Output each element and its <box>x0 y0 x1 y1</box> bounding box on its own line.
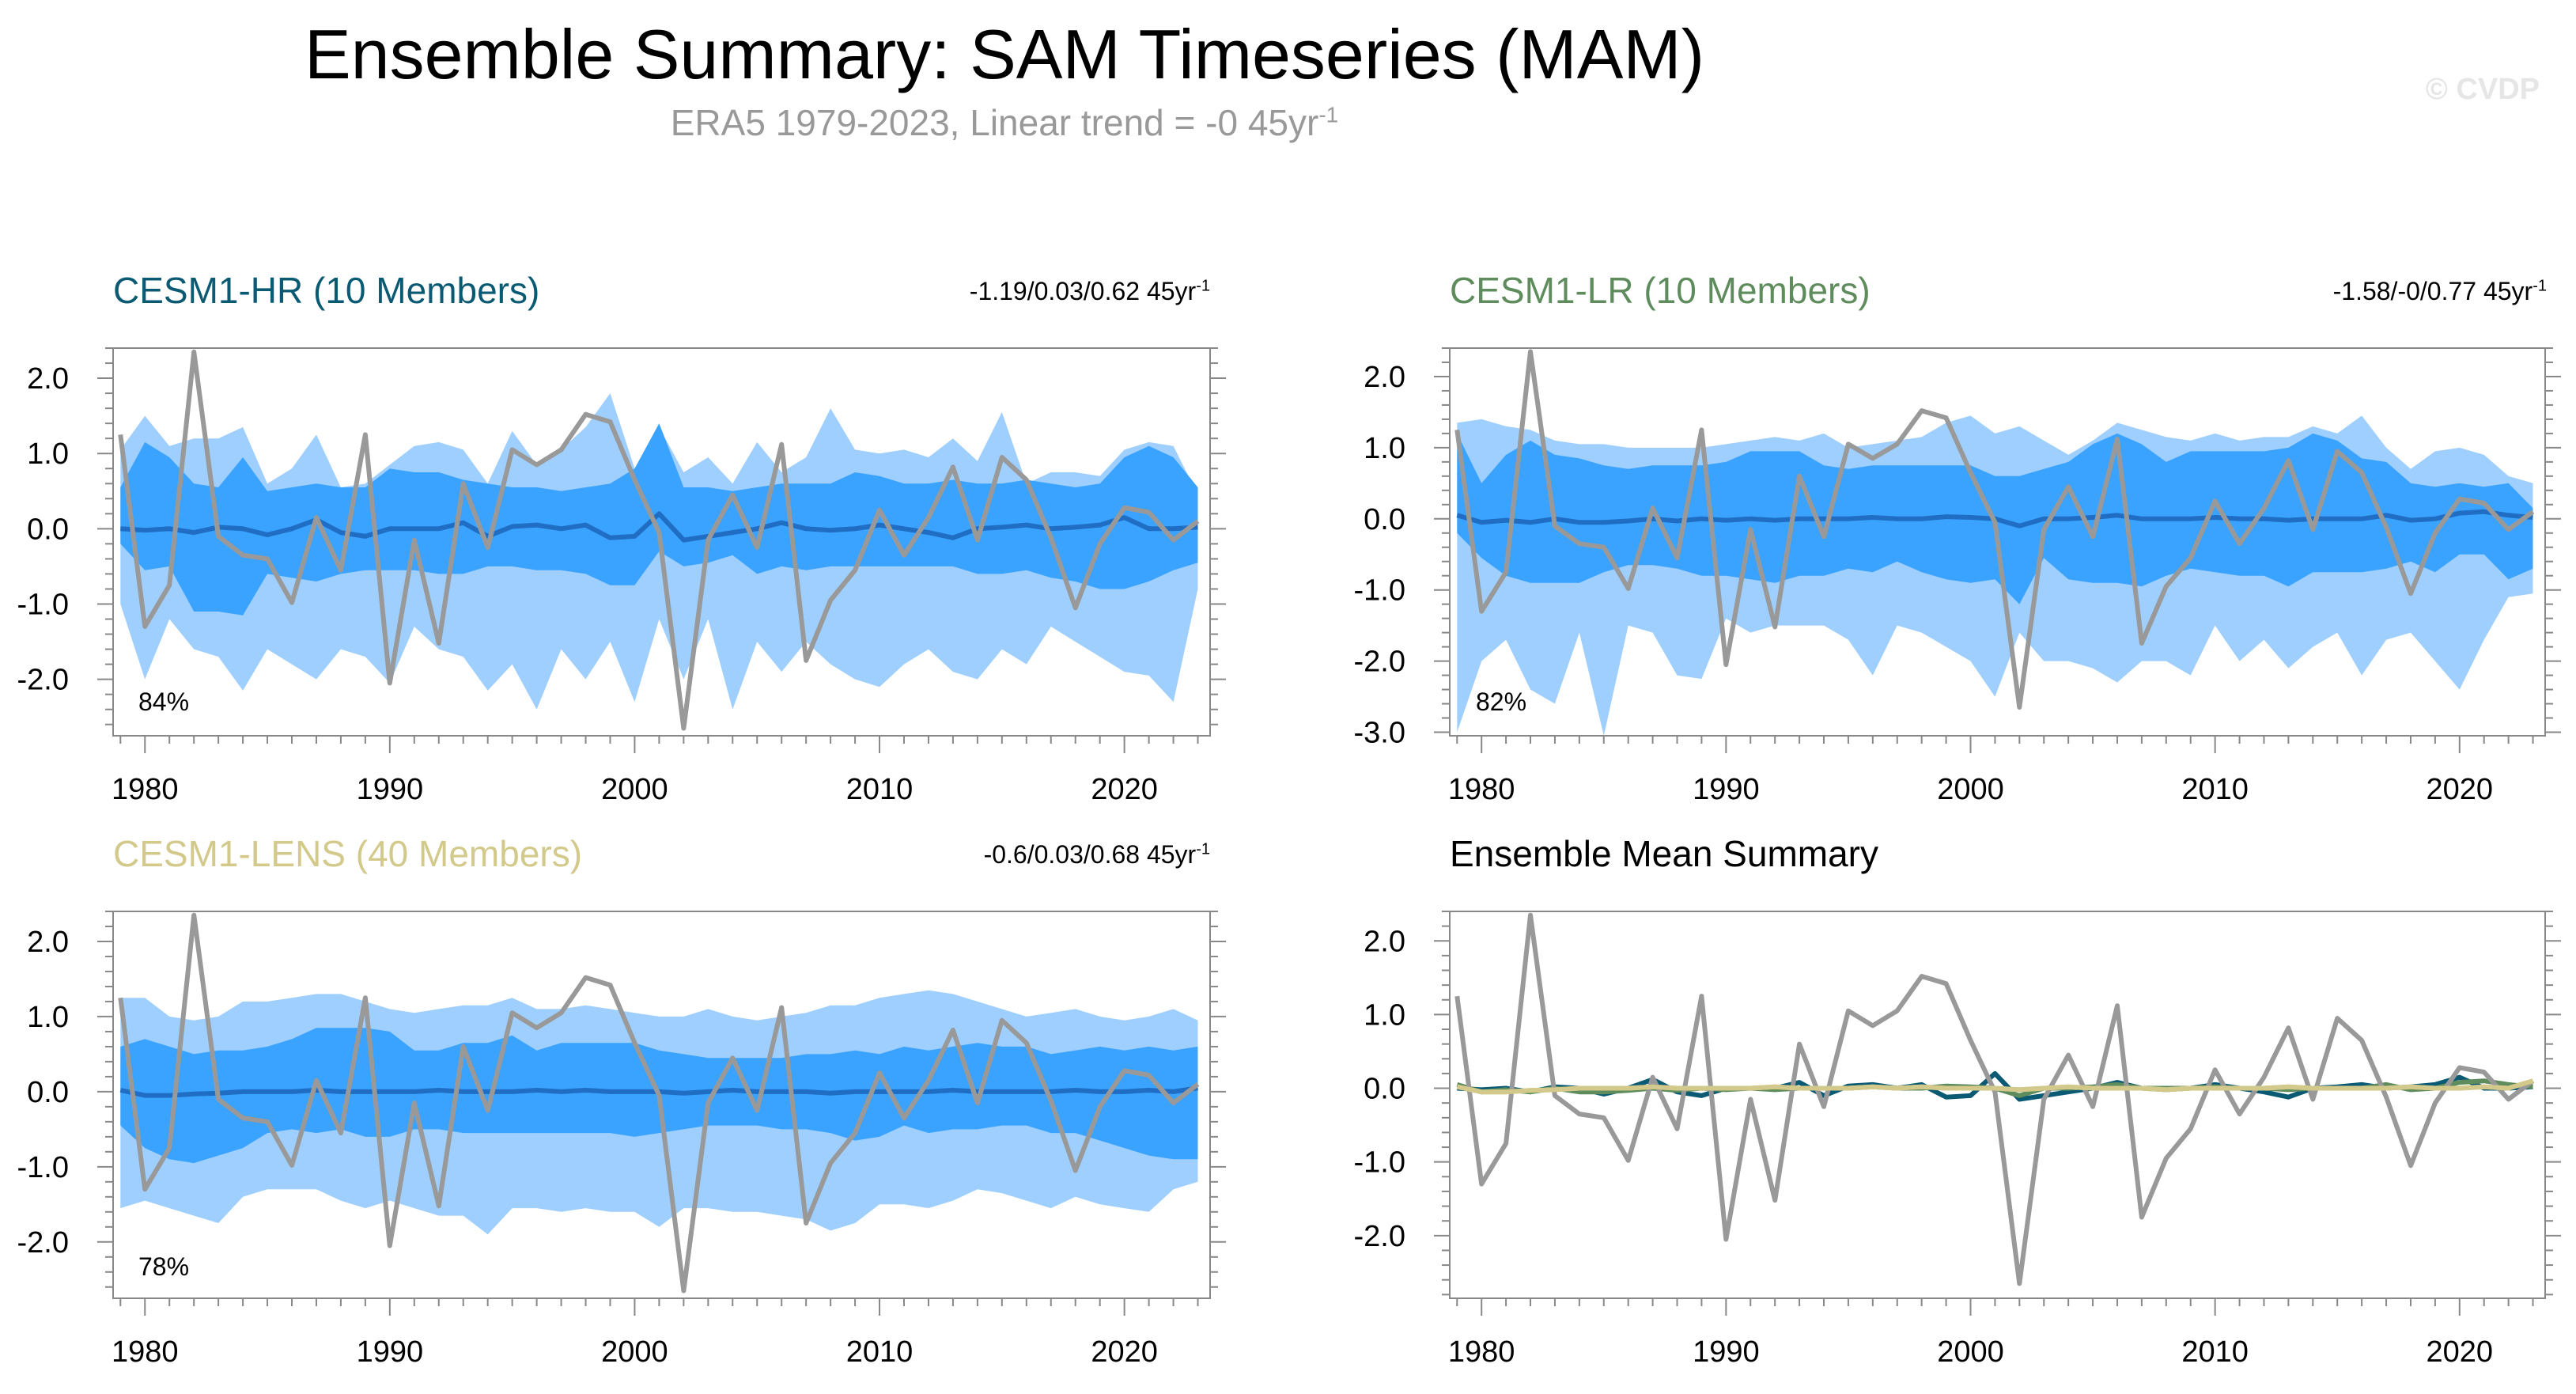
pct-annotation: 84% <box>138 688 189 716</box>
y-tick-label: 2.0 <box>27 926 69 959</box>
x-tick-label: 1990 <box>357 1335 424 1369</box>
y-tick-label: 1.0 <box>27 438 69 471</box>
plot-frame <box>112 347 1211 737</box>
stats-lens-text: -0.6/0.03/0.68 45yr <box>983 840 1197 869</box>
x-tick-label: 1990 <box>1693 773 1760 806</box>
y-tick-label: 2.0 <box>1364 925 1405 958</box>
y-tick-label: -2.0 <box>17 1226 69 1260</box>
ensemble-mean-line-cesm1-hr <box>1457 1070 2533 1102</box>
x-tick-label: 2000 <box>1937 773 2004 806</box>
y-tick-label: 1.0 <box>1364 998 1405 1032</box>
panel-stats-lr: -1.58/-0/0.77 45yr-1 <box>2199 277 2547 306</box>
y-tick-label: 0.0 <box>1364 1073 1405 1106</box>
stats-lr-text: -1.58/-0/0.77 45yr <box>2332 277 2533 305</box>
chart-lens: 2.0 1.0 0.0 -1.0 -2.0 1980 1990 2000 2010 2020 78% <box>17 911 1226 1369</box>
panel-stats-hr: -1.19/0.03/0.62 45yr-1 <box>870 277 1210 306</box>
figure-title: Ensemble Summary: SAM Timeseries (MAM) <box>304 15 1705 93</box>
stats-lens-exponent: -1 <box>1196 840 1210 858</box>
plot-area-lr <box>1454 349 2535 736</box>
x-tick-label: 2010 <box>2181 1335 2249 1369</box>
x-tick-label: 1980 <box>1448 773 1515 806</box>
y-tick-label: 0.0 <box>27 1076 69 1109</box>
panel-stats-lens: -0.6/0.03/0.68 45yr-1 <box>870 840 1210 869</box>
inner-spread-band <box>120 423 1198 616</box>
y-tick-label: 1.0 <box>1364 432 1405 465</box>
x-tick-label: 1980 <box>112 773 179 806</box>
y-tick-label: -1.0 <box>17 1151 69 1184</box>
y-tick-label: -2.0 <box>1354 646 1405 679</box>
x-tick-label: 2010 <box>846 1335 914 1369</box>
x-tick-label: 2020 <box>2427 1335 2494 1369</box>
y-tick-label: -2.0 <box>1354 1220 1405 1253</box>
stats-hr-exponent: -1 <box>1196 277 1210 295</box>
y-tick-label: 1.0 <box>27 1001 69 1034</box>
x-tick-label: 2010 <box>846 773 914 806</box>
y-tick-label: 2.0 <box>1364 361 1405 394</box>
y-tick-label: 0.0 <box>27 513 69 546</box>
plot-frame <box>1449 911 2546 1299</box>
era5-observed-line <box>118 349 1200 731</box>
y-tick-label: -1.0 <box>17 588 69 621</box>
x-tick-label: 2000 <box>1937 1335 2004 1369</box>
x-tick-label: 2000 <box>601 773 668 806</box>
figure-subtitle: ERA5 1979-2023, Linear trend = -0 45yr-1 <box>0 101 2009 144</box>
panel-title-hr: CESM1-HR (10 Members) <box>113 270 540 311</box>
stats-lr-exponent: -1 <box>2532 277 2547 295</box>
ensemble-mean-line-lens-top <box>1456 1078 2534 1095</box>
x-tick-label: 1980 <box>112 1335 179 1369</box>
y-tick-label: -1.0 <box>1354 574 1405 608</box>
plot-frame <box>1449 347 2546 737</box>
x-tick-label: 1980 <box>1448 1335 1515 1369</box>
panel-title-lr: CESM1-LR (10 Members) <box>1450 270 1871 311</box>
watermark: © CVDP <box>2425 73 2540 106</box>
x-tick-label: 2020 <box>1091 1335 1158 1369</box>
y-tick-label: -1.0 <box>1354 1146 1405 1180</box>
chart-summary: 2.0 1.0 0.0 -1.0 -2.0 1980 1990 2000 2010 2020 <box>1354 911 2561 1369</box>
x-tick-label: 1990 <box>357 773 424 806</box>
ensemble-mean-line <box>120 511 1198 543</box>
x-tick-label: 2000 <box>601 1335 668 1369</box>
pct-annotation: 82% <box>1476 688 1526 716</box>
plot-area-hr <box>118 349 1200 731</box>
x-tick-label: 1990 <box>1693 1335 1760 1369</box>
era5-observed-line <box>1454 912 2535 1286</box>
panel-title-summary: Ensemble Mean Summary <box>1450 833 1878 874</box>
x-tick-label: 2010 <box>2181 773 2249 806</box>
stats-hr-text: -1.19/0.03/0.62 45yr <box>969 277 1197 305</box>
subtitle-text: ERA5 1979-2023, Linear trend = -0 45yr <box>670 102 1319 143</box>
y-tick-label: 0.0 <box>1364 503 1405 536</box>
y-tick-label: -2.0 <box>17 664 69 697</box>
pct-annotation: 78% <box>138 1252 189 1281</box>
panel-title-lens: CESM1-LENS (40 Members) <box>113 833 583 874</box>
plot-area-lens <box>118 912 1200 1294</box>
plot-area-summary <box>1454 912 2535 1286</box>
subtitle-unit-exponent: -1 <box>1318 102 1339 127</box>
y-tick-label: -3.0 <box>1354 717 1405 750</box>
era5-observed-line <box>118 912 1200 1294</box>
chart-lr: 2.0 1.0 0.0 -1.0 -2.0 -3.0 1980 1990 2000 2010 202… <box>1354 347 2561 806</box>
chart-hr: 2.0 1.0 0.0 -1.0 -2.0 1980 1990 2000 2010 2020 84% <box>17 347 1226 806</box>
plot-frame <box>112 911 1211 1299</box>
x-tick-label: 2020 <box>1091 773 1158 806</box>
x-tick-label: 2020 <box>2427 773 2494 806</box>
y-tick-label: 2.0 <box>27 362 69 396</box>
era5-observed-line <box>1454 349 2535 710</box>
